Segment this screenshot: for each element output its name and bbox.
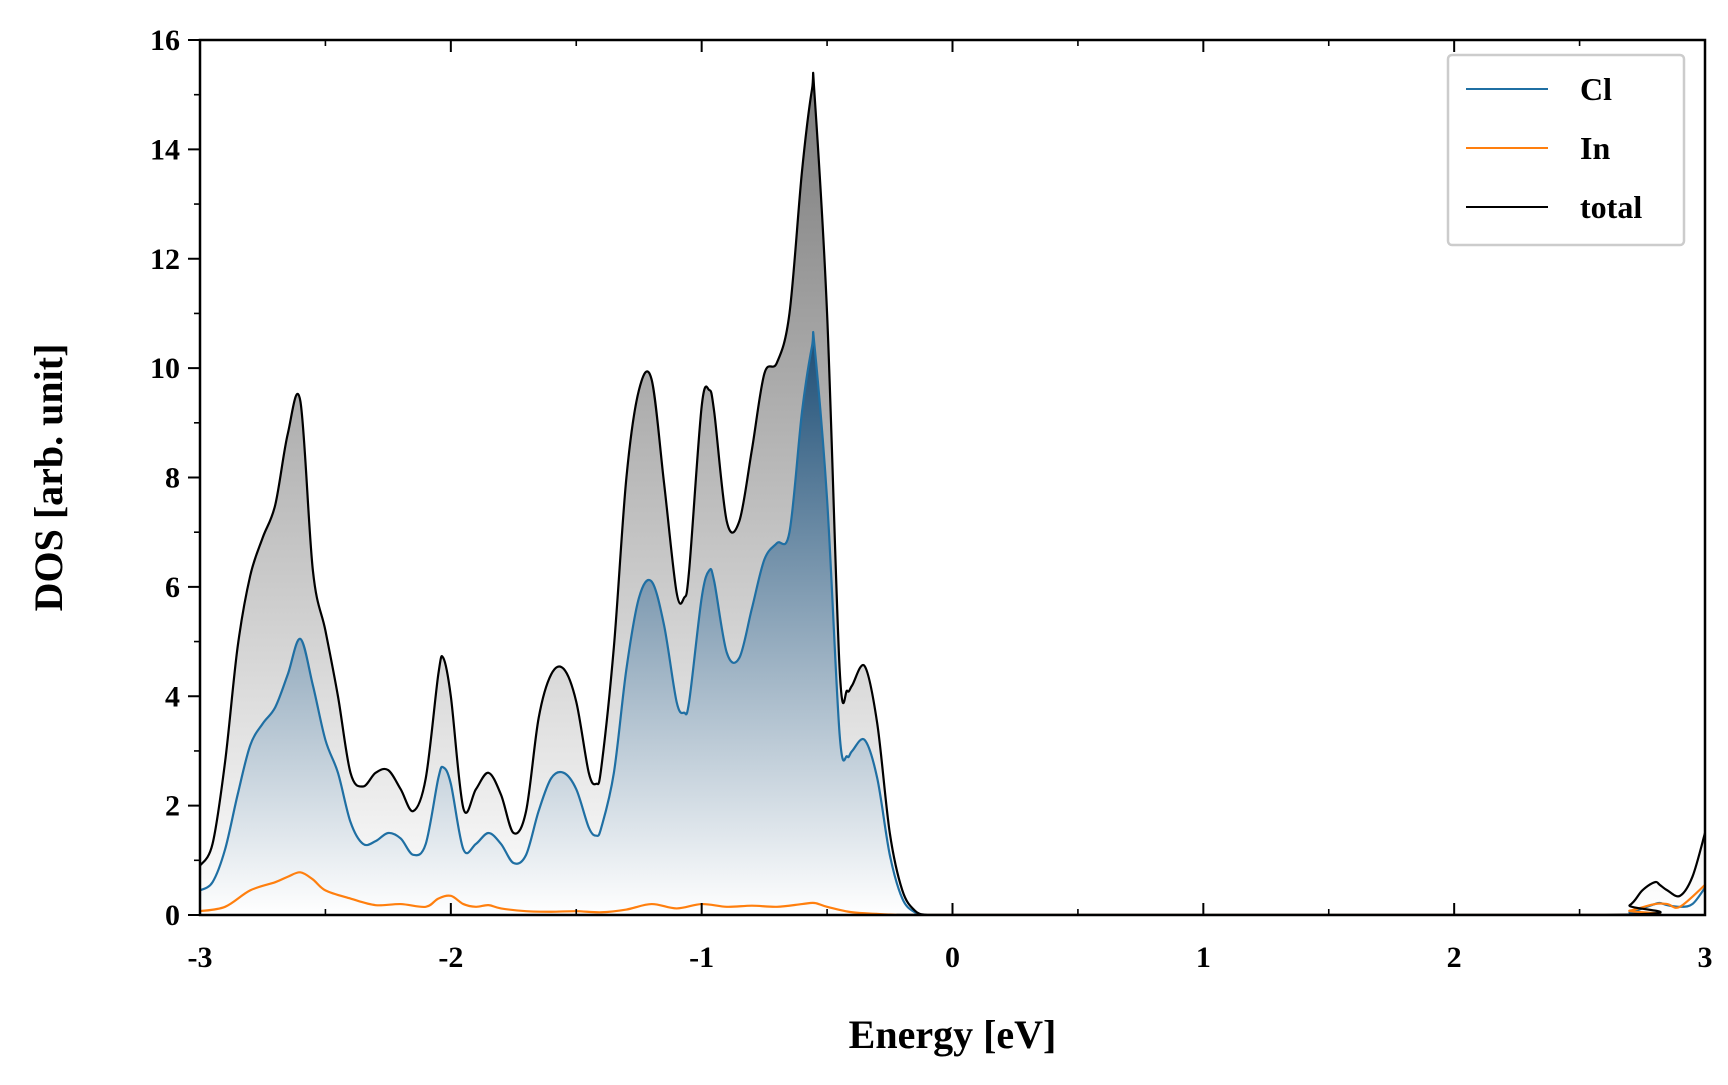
y-tick-label: 16 xyxy=(150,24,180,57)
y-tick-label: 4 xyxy=(165,680,180,713)
x-axis-label: Energy [eV] xyxy=(849,1012,1057,1057)
legend-label-total: total xyxy=(1580,189,1642,225)
x-tick-label: -1 xyxy=(689,941,714,974)
y-tick-label: 2 xyxy=(165,790,180,823)
x-tick-label: 3 xyxy=(1698,941,1713,974)
x-tick-label: 2 xyxy=(1447,941,1462,974)
area-fill-cl xyxy=(200,332,1705,915)
legend: Cl In total xyxy=(1446,53,1686,247)
y-tick-label: 8 xyxy=(165,462,180,495)
y-tick-label: 14 xyxy=(150,133,180,166)
y-tick-label: 0 xyxy=(165,899,180,932)
y-tick-label: 10 xyxy=(150,352,180,385)
x-tick-label: -2 xyxy=(438,941,463,974)
series-line-in xyxy=(200,871,1705,915)
x-tick-label: -3 xyxy=(188,941,213,974)
legend-box xyxy=(1446,53,1686,247)
legend-label-cl: Cl xyxy=(1580,71,1612,107)
y-tick-label: 6 xyxy=(165,571,180,604)
series-line-total xyxy=(200,71,1705,915)
y-axis-label: DOS [arb. unit] xyxy=(26,344,71,612)
x-tick-label: 0 xyxy=(945,941,960,974)
legend-label-in: In xyxy=(1580,130,1610,166)
y-tick-label: 12 xyxy=(150,243,180,276)
x-tick-label: 1 xyxy=(1196,941,1211,974)
